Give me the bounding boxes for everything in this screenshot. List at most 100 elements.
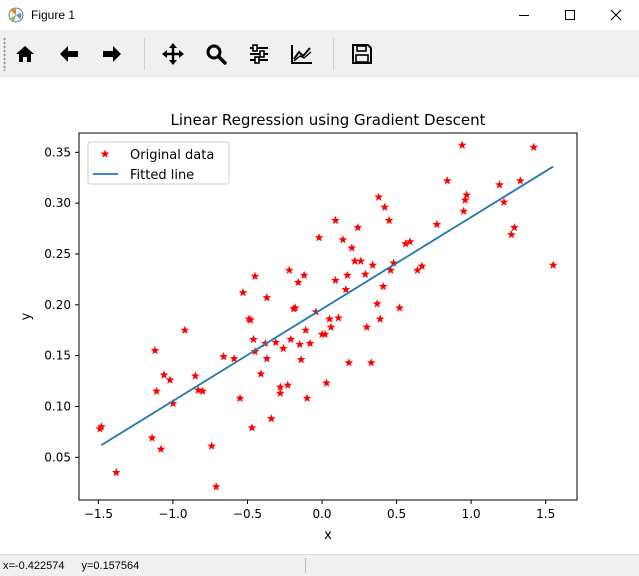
data-point — [262, 293, 272, 302]
data-point — [362, 322, 372, 331]
save-button[interactable] — [346, 38, 378, 70]
pan-button[interactable] — [157, 38, 189, 70]
x-tick-label: 0.5 — [387, 507, 406, 521]
data-point — [305, 338, 315, 348]
maximize-button[interactable] — [547, 0, 593, 30]
toolbar-grip[interactable] — [3, 37, 6, 71]
data-point — [366, 358, 376, 367]
data-point — [374, 192, 384, 201]
data-point — [326, 322, 336, 331]
y-tick-label: 0.25 — [44, 247, 71, 261]
home-button[interactable] — [9, 38, 41, 70]
data-point — [238, 288, 248, 297]
data-point — [495, 180, 504, 189]
data-point — [95, 424, 105, 433]
data-point — [347, 243, 357, 252]
data-point — [278, 343, 288, 353]
fitted-line — [100, 165, 554, 446]
figure-canvas[interactable]: Linear Regression using Gradient Descent… — [0, 78, 639, 554]
data-point — [320, 329, 330, 339]
data-point — [311, 307, 321, 316]
data-point — [380, 202, 390, 211]
data-point — [334, 313, 343, 322]
pan-icon — [162, 43, 184, 65]
data-point — [375, 314, 385, 323]
data-point — [249, 334, 258, 344]
save-icon — [352, 44, 372, 64]
toolbar-separator — [144, 38, 145, 70]
data-point — [331, 275, 340, 285]
x-tick-label: 1.0 — [462, 507, 481, 521]
data-point — [190, 371, 200, 380]
data-point — [442, 176, 452, 185]
data-point — [462, 190, 472, 199]
minimize-icon — [519, 15, 529, 16]
data-point — [207, 441, 217, 450]
data-point — [293, 277, 303, 287]
data-point — [211, 482, 221, 491]
data-point — [344, 358, 354, 367]
data-point — [301, 325, 311, 334]
data-point — [219, 352, 228, 361]
y-tick-label: 0.15 — [44, 349, 71, 363]
cursor-y-readout: y=0.157564 — [81, 559, 140, 572]
forward-button[interactable] — [96, 38, 128, 70]
data-point — [405, 237, 415, 246]
chart-title: Linear Regression using Gradient Descent — [171, 111, 486, 129]
data-point — [459, 206, 469, 215]
data-point — [322, 378, 331, 387]
data-point — [384, 215, 394, 225]
x-tick-label: 0.0 — [312, 507, 331, 521]
data-point — [180, 325, 190, 334]
data-point — [283, 380, 293, 389]
data-point — [356, 256, 366, 265]
data-point — [193, 385, 203, 394]
x-tick-label: −1.0 — [158, 507, 187, 521]
data-point — [275, 388, 285, 397]
data-point — [198, 386, 208, 395]
data-point — [432, 219, 442, 229]
data-point — [296, 355, 306, 364]
data-point — [152, 386, 161, 395]
data-point — [350, 256, 360, 265]
matplotlib-app-icon — [8, 7, 24, 23]
data-point — [417, 261, 427, 270]
data-point — [159, 370, 169, 379]
close-button[interactable] — [593, 0, 639, 30]
y-axis-label: y — [19, 312, 34, 320]
data-point — [229, 354, 239, 363]
minimize-button[interactable] — [501, 0, 547, 30]
data-point — [271, 337, 281, 347]
data-point — [256, 369, 266, 378]
data-point — [295, 339, 305, 349]
data-point — [499, 197, 509, 206]
data-point — [389, 258, 398, 267]
forward-arrow-icon — [103, 46, 121, 62]
configure-subplots-button[interactable] — [243, 38, 275, 70]
data-point — [353, 222, 363, 232]
plot-frame — [78, 132, 578, 501]
data-point — [286, 334, 296, 344]
navigation-toolbar — [0, 30, 639, 77]
data-point — [331, 215, 340, 225]
data-point — [168, 398, 178, 408]
back-button[interactable] — [53, 38, 85, 70]
configure-subplots-icon — [250, 44, 268, 64]
data-point — [507, 230, 516, 239]
data-point — [275, 382, 285, 391]
x-tick-label: 1.5 — [536, 507, 555, 521]
data-point — [147, 433, 157, 442]
data-point — [262, 354, 272, 363]
toolbar-separator — [333, 38, 334, 70]
data-point — [266, 414, 276, 423]
zoom-button[interactable] — [200, 38, 232, 70]
data-point — [460, 195, 470, 204]
data-point — [341, 284, 351, 294]
data-point — [290, 303, 300, 312]
status-separator — [305, 558, 306, 573]
edit-axis-button[interactable] — [286, 38, 318, 70]
data-point — [302, 393, 312, 403]
close-icon — [610, 9, 622, 21]
data-point — [156, 444, 166, 453]
window-title: Figure 1 — [31, 8, 76, 22]
